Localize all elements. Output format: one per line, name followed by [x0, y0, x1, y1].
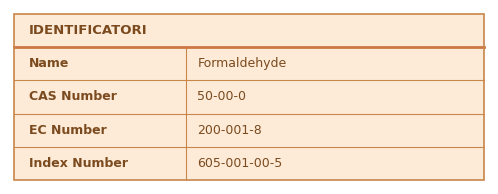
Text: IDENTIFICATORI: IDENTIFICATORI	[29, 24, 147, 37]
Text: Name: Name	[29, 57, 69, 70]
Bar	[14, 14, 484, 180]
Bar	[14, 14, 484, 180]
Text: CAS Number: CAS Number	[29, 90, 117, 104]
Text: 605-001-00-5: 605-001-00-5	[198, 157, 283, 170]
Text: EC Number: EC Number	[29, 124, 107, 137]
Text: 200-001-8: 200-001-8	[198, 124, 262, 137]
Text: Index Number: Index Number	[29, 157, 128, 170]
Text: 50-00-0: 50-00-0	[198, 90, 247, 104]
Text: Formaldehyde: Formaldehyde	[198, 57, 287, 70]
